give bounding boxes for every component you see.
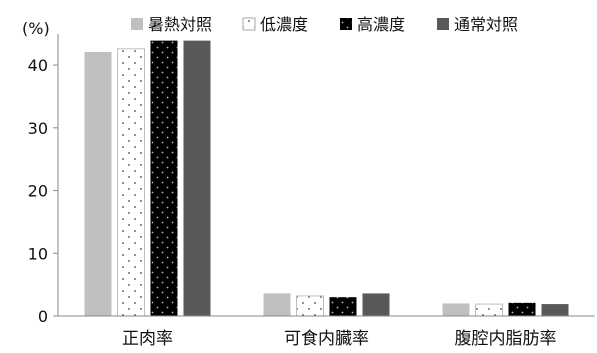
y-tick-label: 10 bbox=[28, 244, 48, 263]
y-axis: 0 10 20 30 40 bbox=[28, 34, 59, 326]
bar-4-2 bbox=[362, 293, 390, 316]
x-category-label: 腹腔内脂肪率 bbox=[455, 329, 557, 349]
y-axis-unit-label: (%) bbox=[22, 19, 50, 38]
y-tick-label: 20 bbox=[28, 182, 48, 201]
bar-3-2 bbox=[329, 297, 357, 316]
x-category-label: 可食内臓率 bbox=[284, 329, 369, 349]
bars bbox=[84, 40, 569, 317]
bar-2-2 bbox=[296, 295, 324, 317]
bar-1-3 bbox=[442, 303, 470, 316]
bar-4-1 bbox=[183, 40, 211, 317]
bar-1-1 bbox=[84, 51, 112, 316]
legend-swatch-1 bbox=[131, 18, 143, 30]
legend-label-3: 高濃度 bbox=[357, 15, 405, 34]
bar-2-3 bbox=[475, 303, 503, 317]
bar-2-1 bbox=[117, 48, 145, 317]
legend-swatch-2 bbox=[242, 17, 256, 31]
x-category-label: 正肉率 bbox=[122, 329, 173, 349]
x-axis: 正肉率 可食内臓率 腹腔内脂肪率 bbox=[58, 315, 595, 349]
bar-4-3 bbox=[541, 304, 569, 316]
legend-label-4: 通常対照 bbox=[454, 15, 518, 34]
y-tick-label: 40 bbox=[28, 56, 48, 75]
bar-3-3 bbox=[508, 302, 536, 316]
legend-swatch-3 bbox=[340, 18, 352, 30]
bar-3-1 bbox=[150, 40, 178, 317]
legend-swatch-4 bbox=[437, 18, 449, 30]
legend-label-1: 暑熱対照 bbox=[148, 15, 212, 34]
legend: 暑熱対照 低濃度 高濃度 通常対照 bbox=[131, 15, 518, 34]
bar-1-2 bbox=[263, 293, 291, 316]
y-tick-label: 30 bbox=[28, 119, 48, 138]
legend-label-2: 低濃度 bbox=[260, 15, 308, 34]
y-tick-label: 0 bbox=[38, 307, 48, 326]
